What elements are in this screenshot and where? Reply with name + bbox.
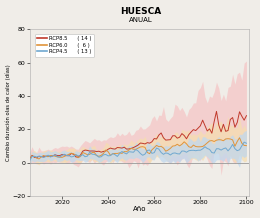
Legend: RCP8.5      ( 14 ), RCP6.0      (  6 ), RCP4.5      ( 13 ): RCP8.5 ( 14 ), RCP6.0 ( 6 ), RCP4.5 ( 13…: [35, 34, 94, 57]
X-axis label: Año: Año: [133, 206, 146, 213]
Y-axis label: Cambio duración olas de calor (días): Cambio duración olas de calor (días): [5, 64, 11, 161]
Text: ANUAL: ANUAL: [128, 17, 152, 24]
Text: HUESCA: HUESCA: [120, 7, 161, 15]
